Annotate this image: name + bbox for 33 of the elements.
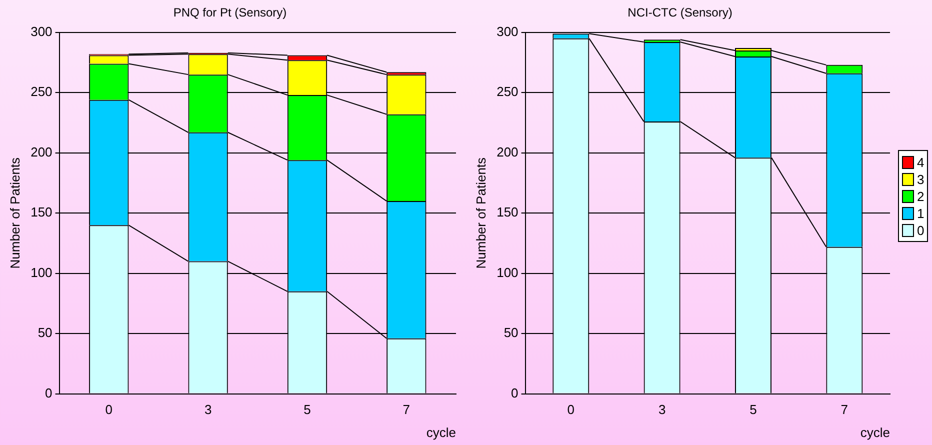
x-axis-title: cycle — [860, 424, 890, 440]
y-tick-label: 250 — [30, 84, 52, 100]
y-tick-label: 250 — [496, 84, 518, 100]
y-tick-label: 200 — [496, 144, 518, 160]
x-tick-label: 0 — [567, 402, 574, 418]
x-tick-label: 3 — [204, 402, 212, 418]
legend-label: 4 — [917, 154, 924, 171]
x-tick-label: 7 — [840, 402, 848, 418]
x-tick-label: 0 — [105, 402, 112, 418]
y-tick-label: 150 — [496, 204, 518, 220]
y-axis-title: Number of Patients — [473, 156, 488, 269]
y-tick-label: 100 — [30, 264, 52, 280]
y-tick-label: 100 — [496, 264, 518, 280]
y-tick-label: 50 — [38, 325, 52, 340]
chart-title: NCI-CTC (Sensory) — [628, 6, 732, 20]
x-tick-label: 5 — [304, 402, 311, 418]
legend-label: 2 — [917, 188, 924, 205]
legend-label: 3 — [917, 171, 924, 188]
x-tick-label: 7 — [402, 402, 410, 418]
y-tick-label: 300 — [30, 24, 52, 39]
x-axis-title: cycle — [426, 424, 456, 440]
legend-label: 1 — [917, 205, 924, 222]
y-tick-label: 50 — [504, 325, 518, 340]
x-tick-label: 3 — [658, 402, 666, 418]
y-tick-label: 150 — [30, 204, 52, 220]
y-tick-label: 200 — [30, 144, 52, 160]
y-tick-label: 0 — [45, 385, 52, 400]
y-axis-title: Number of Patients — [7, 156, 22, 269]
y-tick-label: 0 — [511, 385, 518, 400]
x-tick-label: 5 — [750, 402, 757, 418]
chart-title: PNQ for Pt (Sensory) — [173, 6, 287, 20]
y-tick-label: 300 — [496, 24, 518, 39]
legend-label: 0 — [917, 222, 924, 239]
